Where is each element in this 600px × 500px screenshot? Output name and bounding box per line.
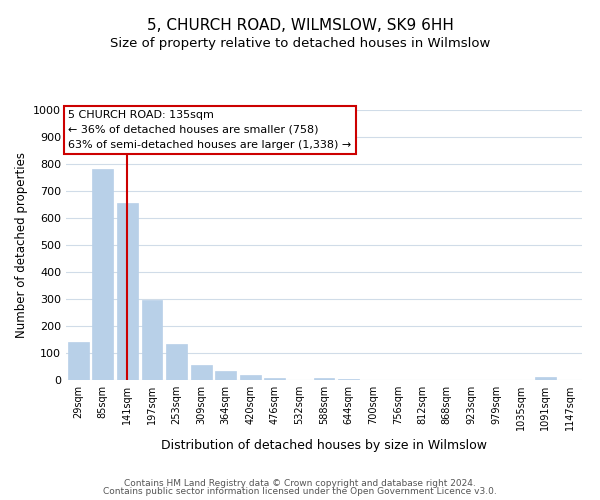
Y-axis label: Number of detached properties: Number of detached properties — [14, 152, 28, 338]
Bar — [240, 376, 261, 380]
Text: Contains public sector information licensed under the Open Government Licence v3: Contains public sector information licen… — [103, 487, 497, 496]
X-axis label: Distribution of detached houses by size in Wilmslow: Distribution of detached houses by size … — [161, 438, 487, 452]
Bar — [68, 342, 89, 380]
Bar — [265, 378, 286, 380]
Bar — [215, 372, 236, 380]
Bar — [142, 300, 163, 380]
Text: 5, CHURCH ROAD, WILMSLOW, SK9 6HH: 5, CHURCH ROAD, WILMSLOW, SK9 6HH — [146, 18, 454, 32]
Bar — [314, 378, 334, 380]
Text: Size of property relative to detached houses in Wilmslow: Size of property relative to detached ho… — [110, 38, 490, 51]
Text: 5 CHURCH ROAD: 135sqm
← 36% of detached houses are smaller (758)
63% of semi-det: 5 CHURCH ROAD: 135sqm ← 36% of detached … — [68, 110, 352, 150]
Bar — [92, 170, 113, 380]
Bar — [166, 344, 187, 380]
Bar — [191, 364, 212, 380]
Bar — [338, 379, 359, 380]
Bar — [117, 203, 138, 380]
Text: Contains HM Land Registry data © Crown copyright and database right 2024.: Contains HM Land Registry data © Crown c… — [124, 478, 476, 488]
Bar — [535, 378, 556, 380]
